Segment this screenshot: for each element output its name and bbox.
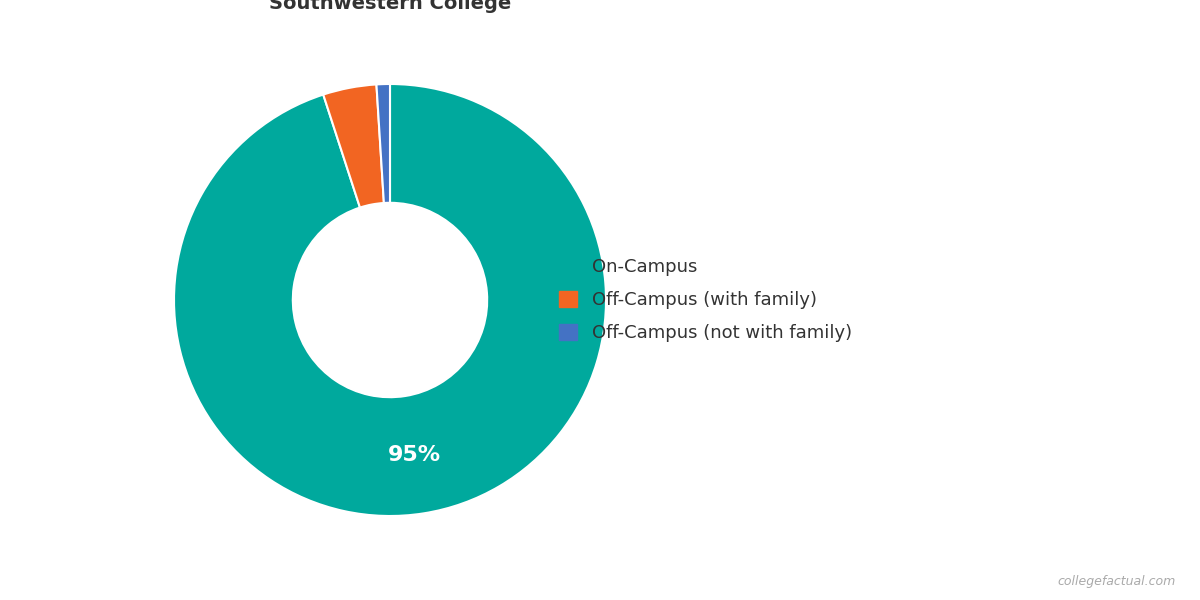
Legend: On-Campus, Off-Campus (with family), Off-Campus (not with family): On-Campus, Off-Campus (with family), Off… bbox=[551, 249, 860, 351]
Wedge shape bbox=[377, 84, 390, 203]
Text: 95%: 95% bbox=[388, 445, 442, 464]
Title: Freshmen Living Arrangements at
Southwestern College: Freshmen Living Arrangements at Southwes… bbox=[203, 0, 577, 13]
Text: collegefactual.com: collegefactual.com bbox=[1057, 575, 1176, 588]
Wedge shape bbox=[323, 85, 384, 208]
Wedge shape bbox=[174, 84, 606, 516]
